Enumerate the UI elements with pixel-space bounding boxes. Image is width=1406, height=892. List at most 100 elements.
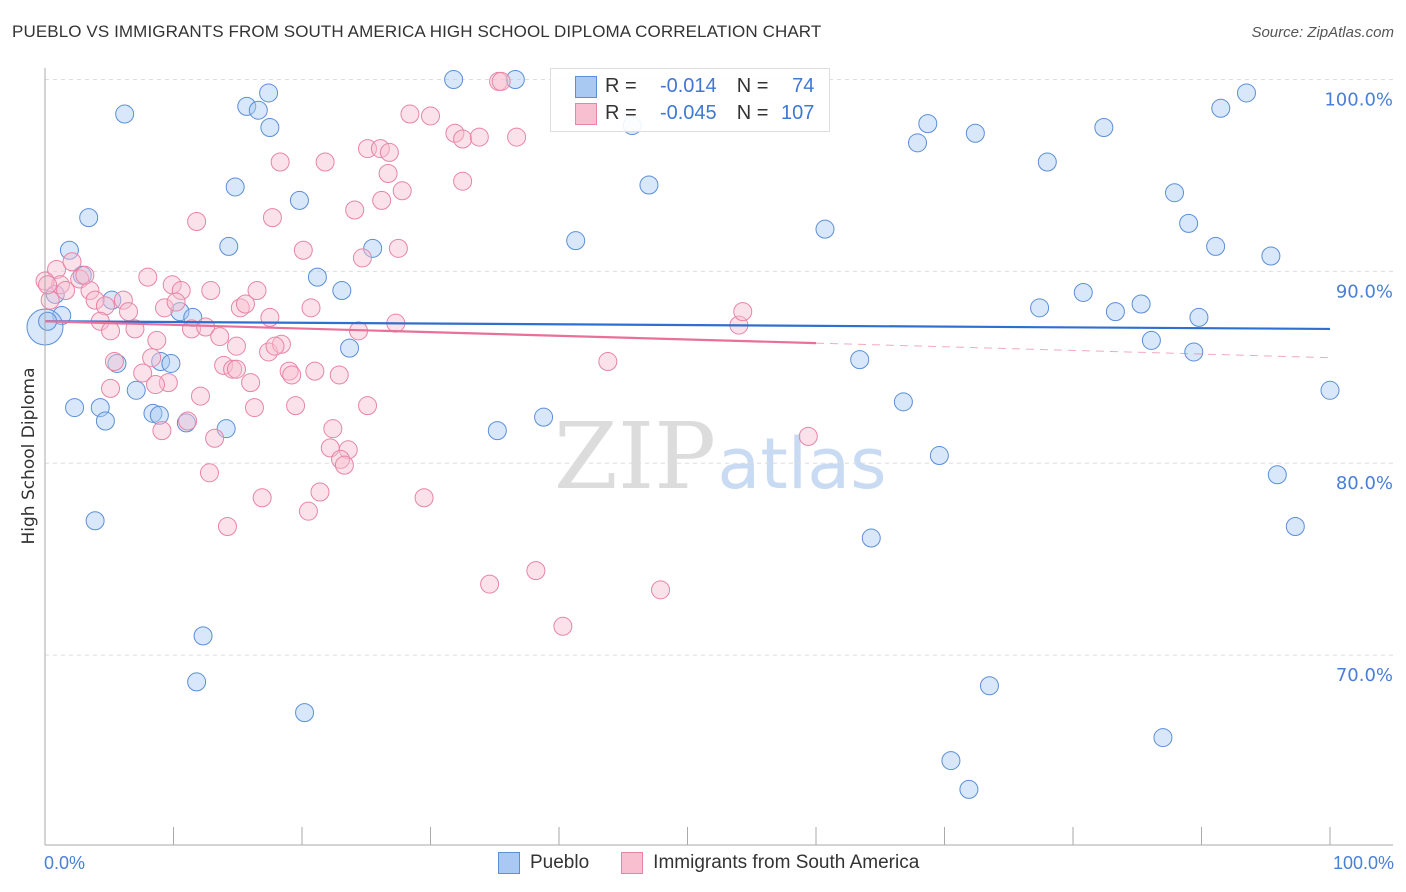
pueblo-point (1179, 213, 1199, 233)
pueblo-point (1094, 117, 1114, 137)
x-tick-label-min: 0.0% (44, 853, 86, 873)
pueblo-point (1037, 152, 1057, 172)
immigrants-point (190, 386, 210, 406)
immigrants-point (146, 375, 166, 395)
pueblo-point (193, 626, 213, 646)
pueblo-point (444, 70, 464, 90)
immigrants-point (282, 365, 302, 385)
immigrants-point (286, 396, 306, 416)
pueblo-point (259, 83, 279, 103)
immigrants-point (217, 517, 237, 537)
y-axis-label: High School Diploma (19, 367, 39, 544)
immigrants-swatch-icon (575, 102, 597, 125)
pueblo-point (1141, 330, 1161, 350)
immigrants-point (38, 275, 58, 295)
immigrants-point (598, 352, 618, 372)
immigrants-point (491, 71, 511, 91)
pueblo-point (52, 305, 72, 325)
immigrants-point (104, 352, 124, 372)
immigrants-point (293, 240, 313, 260)
immigrants-point (265, 336, 285, 356)
immigrants-point (178, 411, 198, 431)
pueblo-point (107, 353, 127, 373)
immigrants-point (80, 281, 100, 301)
watermark-atlas: atlas (717, 423, 886, 505)
pueblo-point (170, 302, 190, 322)
stats-legend: R = -0.014 N = 74 R = -0.045 N = 107 (550, 68, 830, 132)
pueblo-point (1211, 98, 1231, 118)
immigrants-point (323, 419, 343, 439)
immigrants-point (205, 428, 225, 448)
immigrants-point (378, 164, 398, 184)
immigrants-point (310, 482, 330, 502)
immigrants-point (201, 281, 221, 301)
pueblo-point (1261, 246, 1281, 266)
chart-title: PUEBLO VS IMMIGRANTS FROM SOUTH AMERICA … (12, 22, 822, 41)
immigrants-point (252, 488, 272, 508)
pueblo-point (143, 403, 163, 423)
r-label: R = (605, 75, 637, 97)
immigrants-point (453, 129, 473, 149)
immigrants-point (244, 398, 264, 418)
pueblo-point (1267, 465, 1287, 485)
pueblo-point (487, 421, 507, 441)
immigrants-point (235, 294, 255, 314)
y-tick-label: 100.0% (1324, 90, 1393, 111)
immigrants-point (270, 152, 290, 172)
immigrants-point (526, 561, 546, 581)
immigrants-point (210, 327, 230, 347)
immigrants-point (334, 455, 354, 475)
immigrants-trendline (44, 320, 817, 345)
immigrants-point (553, 616, 573, 636)
n-label: N = (736, 75, 769, 97)
pueblo-point (815, 219, 835, 239)
immigrants-point (329, 365, 349, 385)
immigrants-point (85, 290, 105, 310)
pueblo-point (1184, 342, 1204, 362)
pueblo-point (1131, 294, 1151, 314)
pueblo-point (908, 133, 928, 153)
pueblo-point (1189, 307, 1209, 327)
immigrants-point (733, 302, 753, 322)
series-legend: Pueblo Immigrants from South America (498, 852, 919, 874)
n-value: 74 (792, 75, 815, 97)
immigrants-point (358, 396, 378, 416)
immigrants-point (47, 259, 67, 279)
immigrants-point (372, 190, 392, 210)
immigrants-point (142, 348, 162, 368)
immigrants-point (75, 265, 95, 285)
pueblo-point (979, 676, 999, 696)
pueblo-point (1320, 380, 1340, 400)
immigrants-point (166, 292, 186, 312)
pueblo-point (248, 100, 268, 120)
pueblo-point (149, 405, 169, 425)
pueblo-point (219, 236, 239, 256)
immigrants-point (101, 378, 121, 398)
pueblo-point (1105, 302, 1125, 322)
pueblo-point (79, 208, 99, 228)
pueblo-point (340, 338, 360, 358)
r-label: R = (605, 102, 637, 124)
immigrants-point (421, 106, 440, 126)
immigrants-point (62, 252, 82, 272)
immigrants-point (138, 267, 158, 287)
immigrants-point (453, 171, 473, 191)
pueblo-legend-icon (498, 852, 520, 874)
pueblo-point (941, 751, 961, 771)
immigrants-point (315, 152, 335, 172)
immigrants-point (199, 463, 219, 483)
immigrants-point (345, 200, 365, 220)
pueblo-point (1030, 298, 1050, 318)
pueblo-point (534, 407, 554, 427)
immigrants-point (445, 123, 465, 143)
legend-pueblo: Pueblo (530, 852, 590, 873)
immigrants-point (155, 298, 175, 318)
pueblo-point (1073, 282, 1093, 302)
pueblo-point (1165, 183, 1185, 203)
watermark-zip: ZIP (554, 403, 716, 510)
pueblo-point (187, 672, 207, 692)
immigrants-point (352, 248, 372, 268)
immigrants-point (226, 336, 246, 356)
immigrants-point (400, 104, 420, 124)
